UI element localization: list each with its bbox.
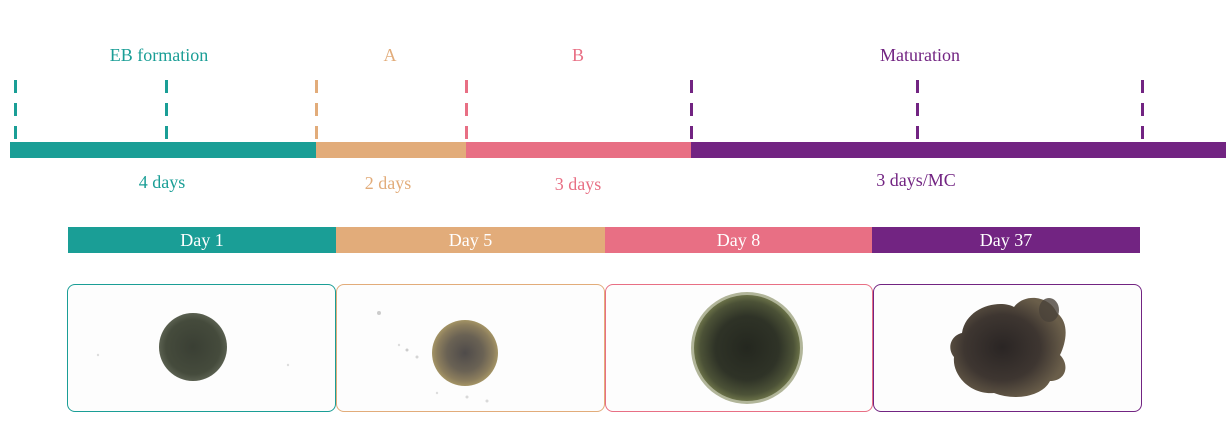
spheroid-day-8-image xyxy=(691,292,803,404)
timeline-tick xyxy=(916,80,919,140)
timeline-segment-maturation xyxy=(691,142,1226,158)
organoid-day-37-image xyxy=(950,297,1066,397)
phase-label-a: A xyxy=(383,45,397,65)
duration-label-eb: 4 days xyxy=(138,172,186,192)
timeline-segment-eb xyxy=(10,142,316,158)
timeline-segment-b xyxy=(466,142,691,158)
duration-label-b: 3 days xyxy=(554,174,602,194)
duration-label-a: 2 days xyxy=(364,173,412,193)
micrograph-day-8 xyxy=(605,284,873,412)
micrograph-day-5 xyxy=(336,284,605,412)
timeline-tick xyxy=(14,80,17,140)
phase-label-maturation: Maturation xyxy=(880,45,960,65)
timeline-tick xyxy=(1141,80,1144,140)
phase-label-b: B xyxy=(571,45,584,65)
duration-label-maturation: 3 days/MC xyxy=(876,170,956,190)
timeline-tick xyxy=(165,80,168,140)
day-bar-1: Day 1 xyxy=(68,227,336,253)
phase-label-eb-formation: EB formation xyxy=(109,45,209,65)
eb-spheroid-day-5-image xyxy=(377,311,498,403)
timeline-segment-a xyxy=(316,142,466,158)
eb-spheroid-day-1-image xyxy=(96,313,290,381)
micrograph-day-37 xyxy=(873,284,1142,412)
day-bar-8: Day 8 xyxy=(605,227,872,253)
day-bar-37: Day 37 xyxy=(872,227,1140,253)
micrograph-day-1 xyxy=(67,284,336,412)
timeline-tick xyxy=(690,80,693,140)
day-bar-5: Day 5 xyxy=(336,227,605,253)
timeline-tick xyxy=(315,80,318,140)
timeline-tick xyxy=(465,80,468,140)
